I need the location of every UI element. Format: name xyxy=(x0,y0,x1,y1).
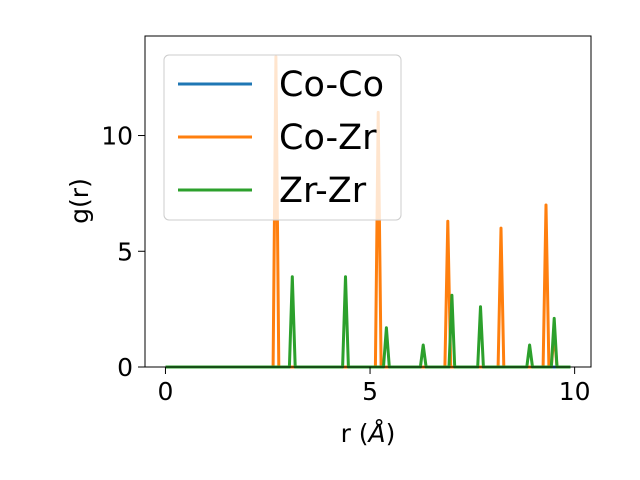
legend: Co-Co Co-Zr Zr-Zr xyxy=(163,54,402,221)
x-tick-label: 10 xyxy=(559,377,591,406)
x-tick-label: 0 xyxy=(158,377,174,406)
y-tick-label: 5 xyxy=(117,237,133,266)
legend-label-zr-zr: Zr-Zr xyxy=(279,171,367,211)
legend-label-co-co: Co-Co xyxy=(279,65,384,105)
y-axis-label: g(r) xyxy=(65,178,94,224)
x-axis-label: r (Å) xyxy=(341,419,396,448)
x-tick-label: 5 xyxy=(362,377,378,406)
ticks-layer: 0 5 10 0 5 10 xyxy=(101,122,590,406)
plot-frame xyxy=(144,35,592,368)
y-tick-label: 0 xyxy=(117,353,133,382)
y-tick-label: 10 xyxy=(101,122,133,151)
legend-box xyxy=(163,54,402,221)
legend-label-co-zr: Co-Zr xyxy=(279,118,377,158)
